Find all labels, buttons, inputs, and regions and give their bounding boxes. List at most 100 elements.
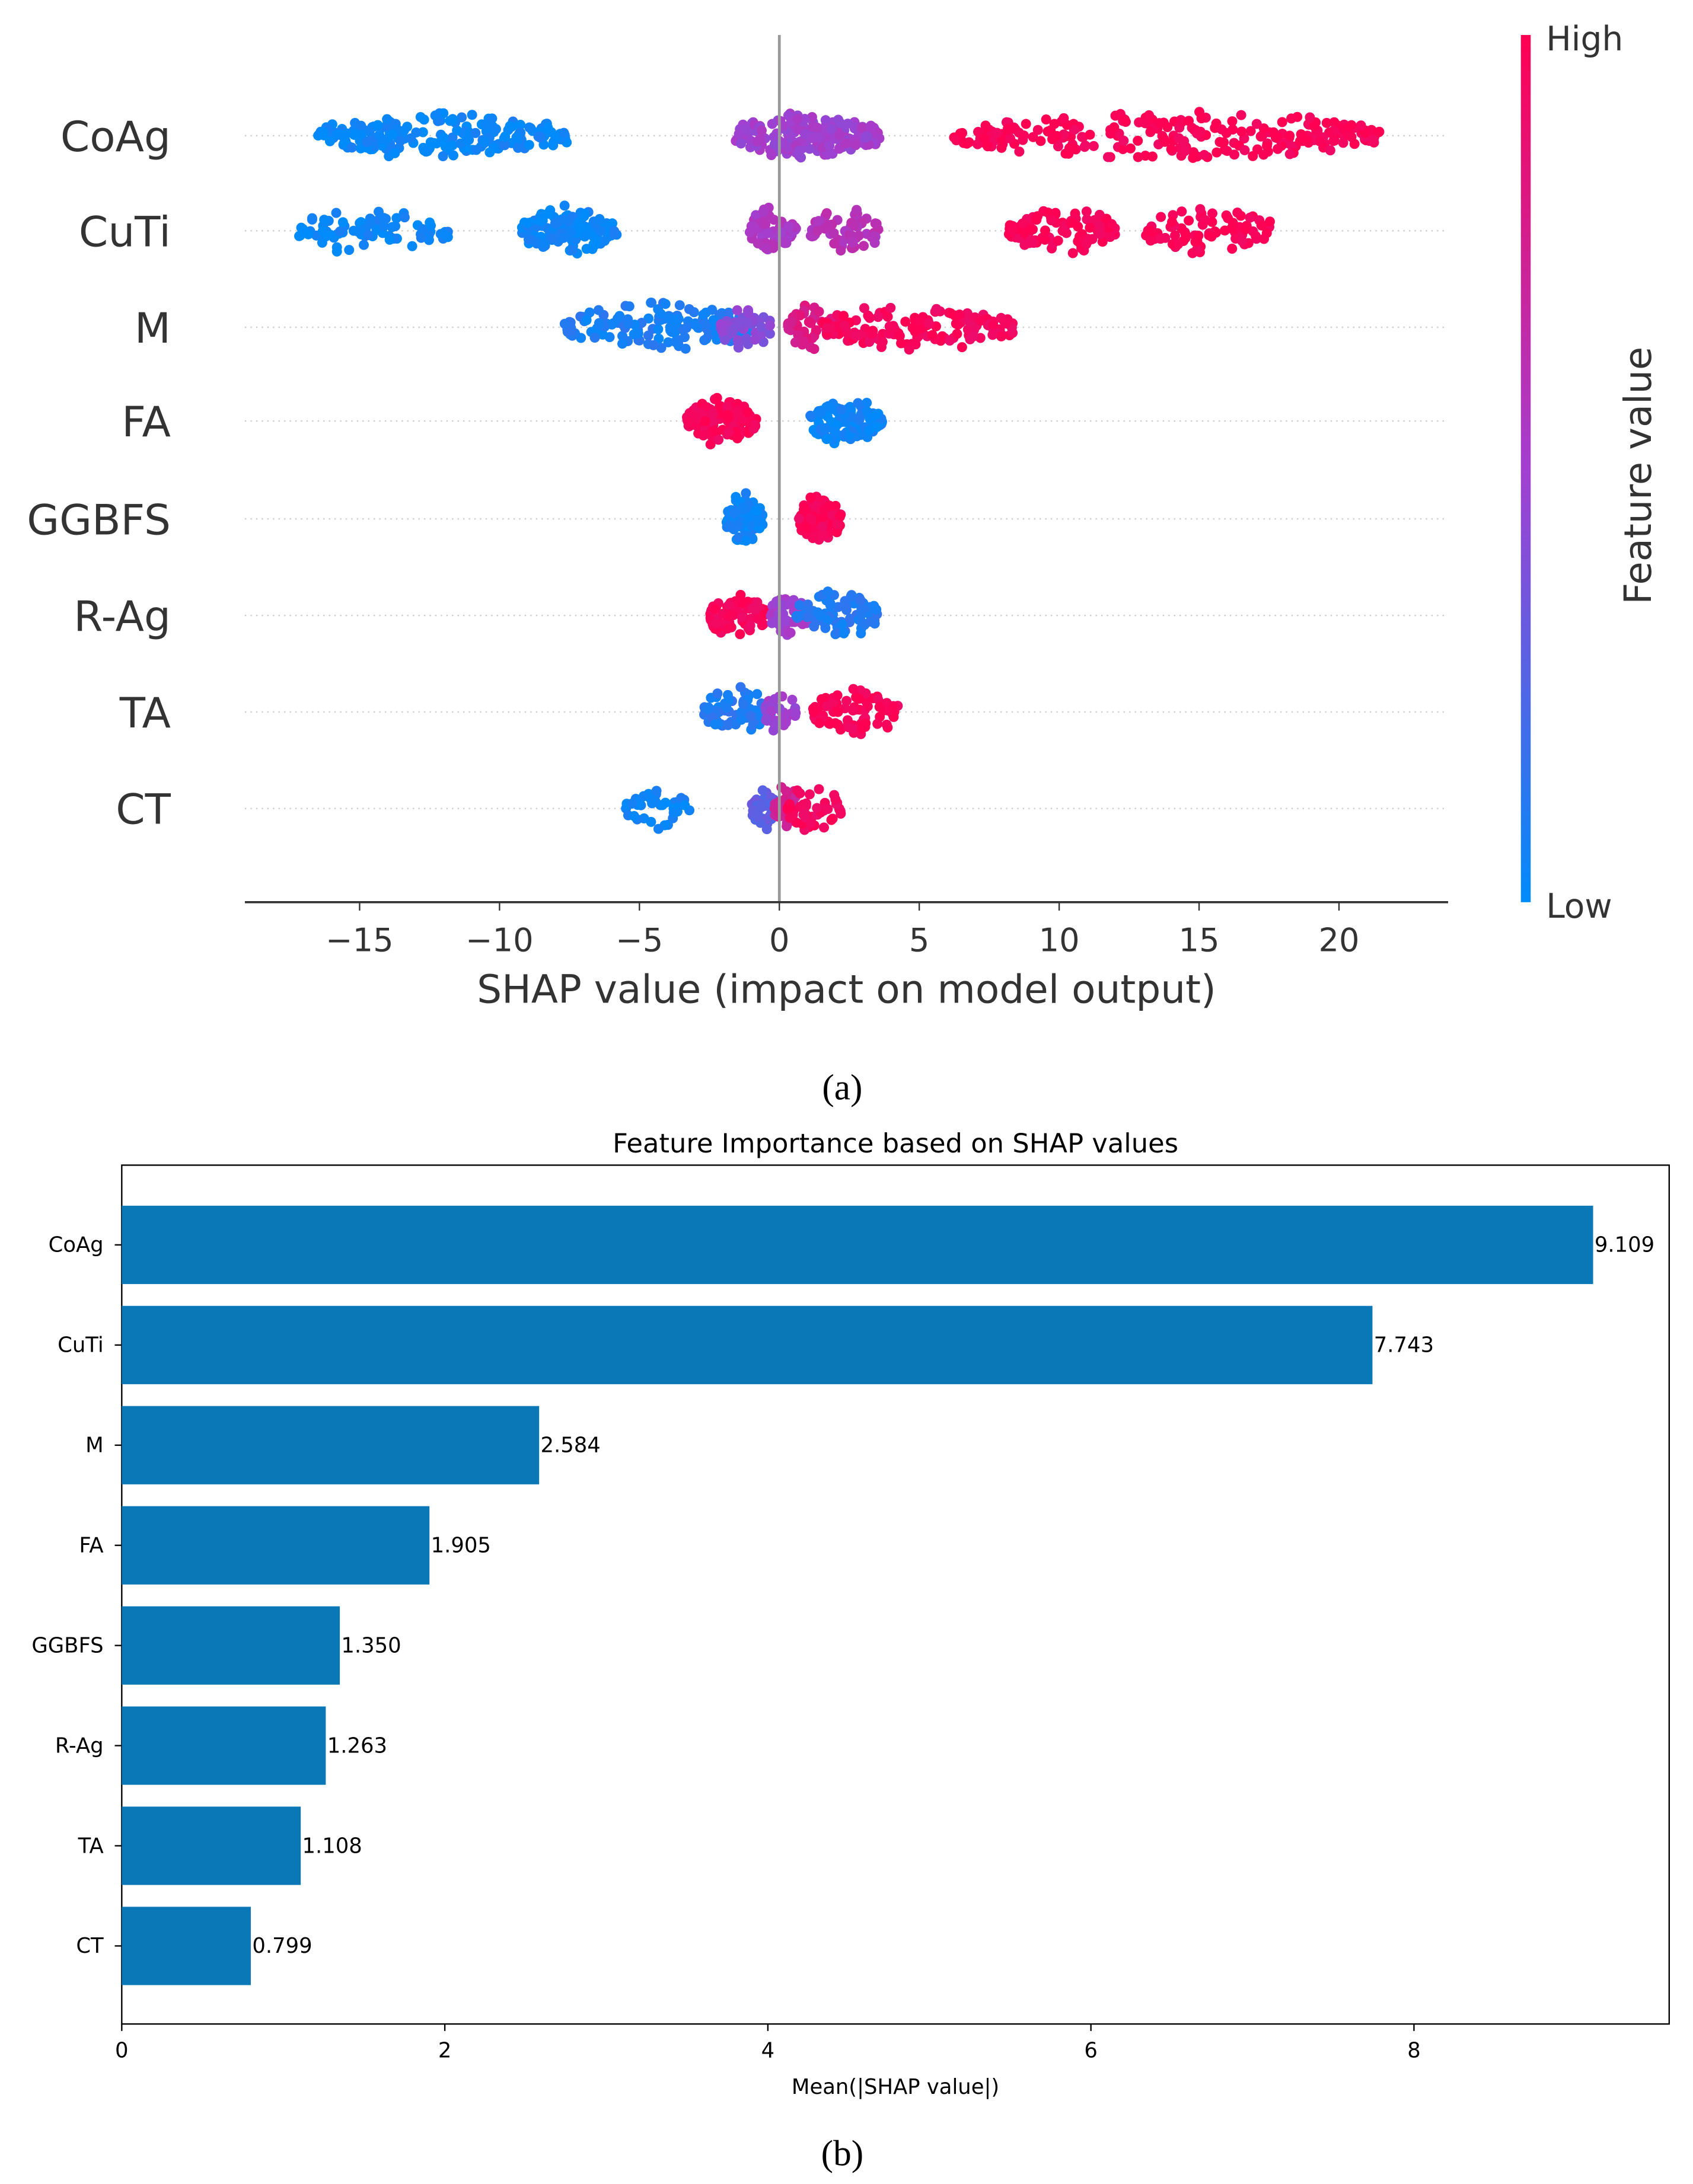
beeswarm-point bbox=[317, 237, 327, 248]
beeswarm-point bbox=[1025, 224, 1035, 235]
beeswarm-point bbox=[758, 337, 769, 347]
beeswarm-point bbox=[1021, 119, 1031, 129]
beeswarm-point bbox=[337, 217, 348, 228]
beeswarm-point bbox=[535, 132, 546, 143]
beeswarm-point bbox=[1053, 141, 1063, 152]
beeswarm-point bbox=[1097, 237, 1108, 247]
beeswarm-point bbox=[862, 398, 872, 408]
bar-value-label: 0.799 bbox=[252, 1934, 312, 1958]
beeswarm-point bbox=[710, 618, 721, 629]
beeswarm-point bbox=[334, 226, 345, 237]
beeswarm-point bbox=[448, 150, 458, 161]
beeswarm-point bbox=[750, 420, 760, 430]
beeswarm-point bbox=[1088, 141, 1099, 151]
beeswarm-point bbox=[873, 312, 884, 323]
beeswarm-point bbox=[1118, 135, 1129, 146]
beeswarm-point bbox=[753, 807, 763, 818]
beeswarm-point bbox=[1042, 126, 1053, 137]
beeswarm-point bbox=[750, 334, 760, 345]
beeswarm-point bbox=[723, 611, 734, 622]
beeswarm-point bbox=[1284, 149, 1295, 159]
beeswarm-point bbox=[733, 342, 744, 353]
beeswarm-point bbox=[1179, 136, 1190, 146]
beeswarm-point bbox=[991, 127, 1002, 138]
beeswarm-point bbox=[764, 320, 775, 331]
beeswarm-point bbox=[698, 430, 709, 440]
beeswarm-point bbox=[579, 209, 590, 219]
bar-value-label: 1.905 bbox=[431, 1533, 491, 1557]
beeswarm-point bbox=[319, 215, 330, 225]
beeswarm-point bbox=[1077, 132, 1088, 142]
beeswarm-point bbox=[1211, 147, 1222, 158]
beeswarm-point bbox=[579, 231, 590, 242]
beeswarm-point bbox=[1049, 119, 1060, 129]
beeswarm-point bbox=[1188, 152, 1198, 163]
beeswarm-point bbox=[839, 320, 850, 331]
beeswarm-point bbox=[957, 127, 968, 138]
beeswarm-point bbox=[1069, 124, 1079, 135]
beeswarm-point bbox=[802, 612, 812, 622]
plot-frame bbox=[121, 1164, 1670, 2025]
beeswarm-point bbox=[536, 209, 547, 219]
beeswarm-point bbox=[809, 621, 820, 632]
beeswarm-point bbox=[847, 723, 858, 734]
beeswarm-point bbox=[723, 521, 734, 531]
beeswarm-point bbox=[438, 132, 449, 143]
beeswarm-point bbox=[809, 344, 820, 355]
beeswarm-point bbox=[761, 824, 772, 835]
beeswarm-point bbox=[821, 208, 832, 219]
beeswarm-point bbox=[867, 328, 878, 339]
beeswarm-point bbox=[499, 140, 510, 151]
beeswarm-point bbox=[749, 222, 760, 233]
beeswarm-point bbox=[643, 330, 653, 341]
beeswarm-point bbox=[806, 515, 817, 525]
beeswarm-point bbox=[853, 398, 863, 408]
beeswarm-point bbox=[1296, 129, 1306, 139]
beeswarm-point bbox=[712, 688, 723, 699]
beeswarm-point bbox=[381, 121, 392, 132]
beeswarm-point bbox=[524, 122, 535, 133]
beeswarm-point bbox=[363, 230, 374, 241]
x-tick-label: 6 bbox=[1084, 2039, 1098, 2063]
beeswarm-point bbox=[1314, 136, 1325, 146]
beeswarm-point bbox=[1328, 136, 1339, 146]
beeswarm-point bbox=[655, 308, 666, 319]
beeswarm-point bbox=[865, 312, 875, 323]
beeswarm-point bbox=[515, 119, 526, 130]
beeswarm-point bbox=[855, 595, 866, 605]
beeswarm-point bbox=[566, 227, 576, 238]
y-tick-label: M bbox=[85, 1433, 104, 1458]
beeswarm-point bbox=[419, 145, 429, 156]
beeswarm-point bbox=[1187, 248, 1198, 258]
beeswarm-point bbox=[786, 317, 797, 328]
beeswarm-point bbox=[757, 785, 768, 796]
beeswarm-point bbox=[665, 313, 675, 324]
beeswarm-point bbox=[923, 318, 934, 328]
beeswarm-point bbox=[1005, 133, 1016, 144]
beeswarm-point bbox=[391, 213, 402, 223]
beeswarm-point bbox=[798, 809, 809, 820]
beeswarm-point bbox=[653, 823, 664, 834]
feature-label: FA bbox=[122, 397, 171, 446]
beeswarm-point bbox=[787, 694, 798, 705]
beeswarm-point bbox=[829, 238, 840, 249]
beeswarm-point bbox=[851, 205, 862, 215]
beeswarm-point bbox=[734, 318, 745, 328]
beeswarm-point bbox=[382, 114, 393, 124]
beeswarm-point bbox=[804, 317, 814, 327]
beeswarm-point bbox=[1239, 145, 1250, 155]
beeswarm-point bbox=[490, 124, 501, 135]
beeswarm-point bbox=[847, 237, 858, 248]
beeswarm-point bbox=[869, 601, 879, 611]
beeswarm-point bbox=[1081, 206, 1092, 217]
beeswarm-point bbox=[1145, 127, 1156, 138]
beeswarm-point bbox=[1144, 226, 1155, 237]
beeswarm-point bbox=[824, 719, 835, 729]
beeswarm-point bbox=[364, 126, 375, 137]
beeswarm-point bbox=[411, 127, 422, 138]
beeswarm-point bbox=[855, 413, 865, 424]
beeswarm-point bbox=[723, 410, 734, 420]
beeswarm-point bbox=[790, 337, 801, 348]
beeswarm-point bbox=[1160, 232, 1171, 243]
beeswarm-point bbox=[461, 134, 472, 145]
